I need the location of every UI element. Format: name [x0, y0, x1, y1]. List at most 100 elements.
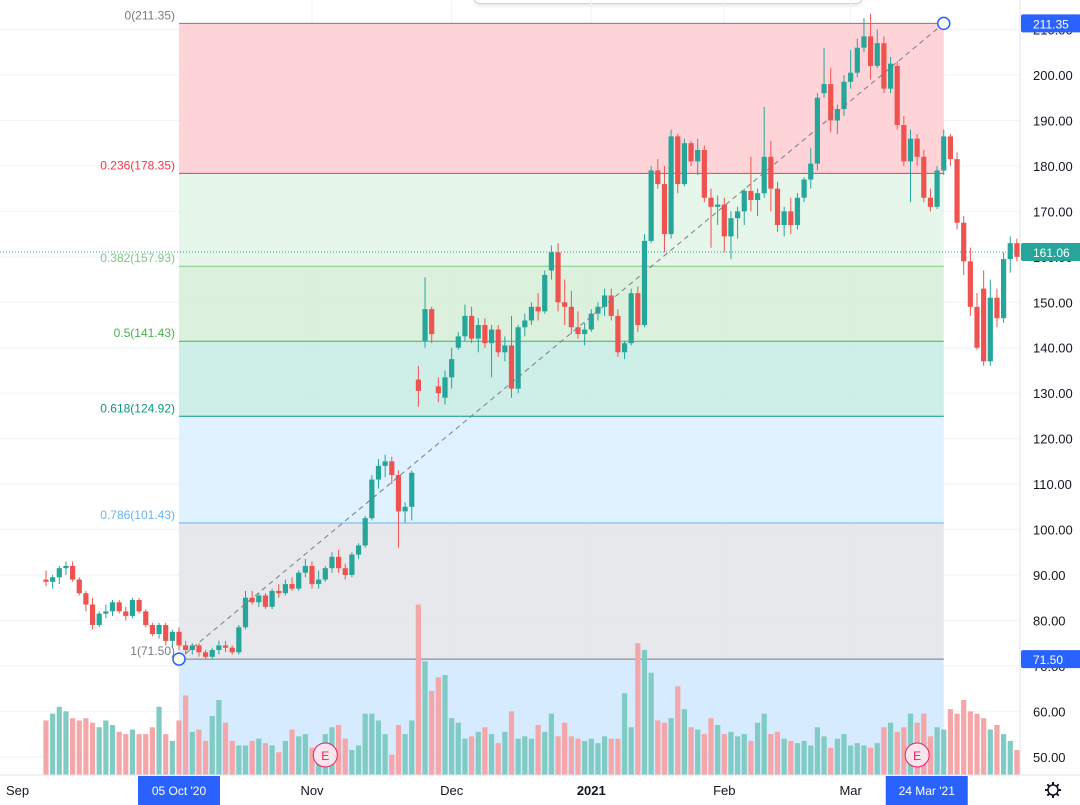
volume-bar: [362, 713, 368, 775]
volume-bar: [907, 713, 914, 775]
candle-body: [116, 602, 122, 612]
candle-body: [402, 506, 408, 512]
candle-body: [1007, 243, 1013, 260]
volume-bar: [495, 743, 501, 775]
candle-body: [621, 343, 628, 353]
candle-body: [854, 47, 860, 73]
volume-bar: [449, 718, 455, 775]
volume-bar: [236, 745, 242, 775]
candle-body: [708, 197, 714, 207]
candle-body: [395, 475, 402, 512]
volume-bar: [848, 745, 854, 775]
volume-bar: [189, 731, 195, 775]
candle-body: [89, 604, 96, 625]
volume-bar: [389, 754, 395, 775]
volume-bar: [502, 731, 508, 775]
candle-body: [774, 188, 781, 225]
candle-body: [355, 545, 362, 555]
earnings-icon[interactable]: [904, 742, 930, 768]
volume-bar: [735, 736, 741, 775]
candle-body: [821, 84, 827, 94]
end-handle[interactable]: [937, 16, 951, 31]
volume-bar: [163, 734, 169, 775]
candle-body: [409, 472, 415, 507]
start-handle[interactable]: [172, 652, 186, 666]
volume-bar: [302, 734, 308, 775]
trend-line[interactable]: [178, 23, 945, 660]
candle-body: [868, 36, 874, 66]
earnings-label: E: [321, 749, 329, 763]
candle-body: [176, 631, 182, 646]
candle-body: [422, 309, 428, 341]
candle-body: [389, 461, 395, 475]
volume-bar: [688, 727, 694, 775]
fibonacci-trend-line[interactable]: [172, 16, 951, 666]
volume-bar: [794, 743, 801, 775]
candle-body: [329, 556, 335, 569]
volume-bar: [628, 727, 634, 775]
candle-body: [236, 627, 242, 653]
candle-body: [50, 577, 56, 582]
candle-body: [974, 306, 980, 348]
volume-bar: [462, 738, 468, 775]
price-tag: [1021, 14, 1080, 33]
candle-body: [907, 138, 914, 162]
volume-bar: [515, 738, 521, 775]
candle-body: [788, 211, 794, 225]
candle-body: [1014, 243, 1020, 257]
volume-bar: [196, 729, 202, 775]
candle-body: [808, 163, 814, 180]
candle-body: [129, 600, 136, 616]
candle-body: [488, 329, 495, 344]
start-date-label: 05 Oct '20: [152, 784, 207, 798]
end-date-tag[interactable]: [885, 776, 968, 805]
volume-bar: [575, 738, 581, 775]
candle-body: [316, 579, 322, 585]
gear-tooth: [1056, 793, 1060, 797]
price-tick-label: 80.00: [1033, 613, 1066, 628]
settings-gear-icon[interactable]: [1045, 782, 1061, 798]
volume-bar: [469, 736, 475, 775]
candle-body: [987, 297, 993, 362]
volume-bar: [136, 734, 142, 775]
volume-bar: [395, 725, 402, 775]
volume-bar: [382, 734, 388, 775]
candle-body: [648, 170, 654, 241]
candle-body: [781, 211, 787, 225]
candle-body: [801, 179, 807, 198]
price-tick-label: 170.00: [1033, 204, 1073, 219]
volume-bar: [296, 736, 302, 775]
candle-body: [56, 568, 62, 578]
candle-body: [76, 579, 82, 594]
volume-bar: [927, 736, 934, 775]
volume-bar: [336, 725, 342, 775]
volume-bar: [183, 695, 189, 775]
volume-bar: [342, 738, 348, 775]
earnings-icon[interactable]: [312, 742, 338, 768]
candle-body: [96, 613, 102, 625]
candle-body: [615, 315, 621, 353]
candle-body: [761, 156, 767, 194]
volume-bar: [1001, 734, 1007, 775]
candle-body: [874, 43, 880, 66]
candle-body: [442, 377, 448, 398]
volume-bar: [256, 738, 262, 775]
time-axis[interactable]: Sep Nov Dec 2021 Feb Mar 05 Oct '20 24 Mar '21: [0, 774, 1080, 805]
price-axis[interactable]: 50.0060.0070.0080.0090.00100.00110.00120…: [1019, 0, 1080, 775]
fib-label-0.382: 0.382(157.93): [100, 251, 175, 265]
candle-body: [143, 611, 149, 625]
price-tag: [1021, 243, 1080, 261]
start-date-tag[interactable]: [138, 776, 220, 805]
volume-bar: [349, 750, 355, 775]
candle-body: [528, 306, 535, 321]
volume-bar: [169, 740, 175, 775]
candle-body: [43, 579, 49, 582]
volume-bar: [595, 743, 601, 775]
price-tick-label: 130.00: [1033, 386, 1073, 401]
candle-body: [203, 652, 209, 657]
candle-body: [834, 109, 840, 121]
candle-body: [242, 597, 249, 628]
candle-body: [681, 143, 687, 185]
